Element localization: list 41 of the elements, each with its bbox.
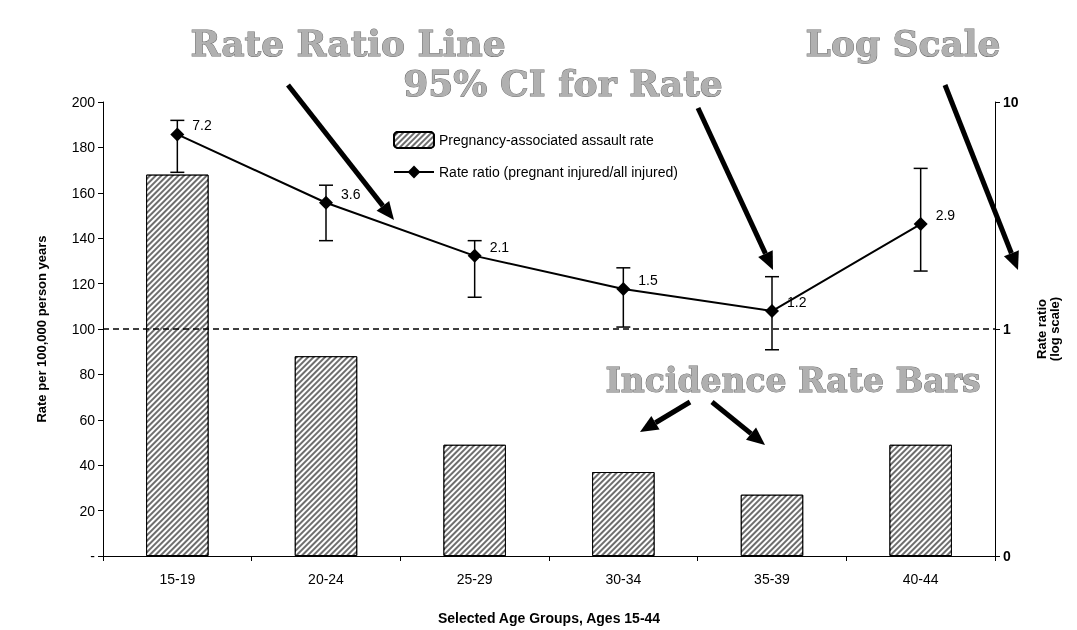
- x-tick-label: 30-34: [605, 571, 642, 587]
- data-label: 2.1: [489, 238, 510, 255]
- y-tick-label: 80: [79, 366, 96, 383]
- y2-tick-label: 10: [1003, 94, 1019, 110]
- y-tick-label: 180: [71, 139, 96, 156]
- y-tick-label: 40: [79, 457, 96, 474]
- y-tick-label: 160: [71, 184, 96, 201]
- data-label: 1.5: [638, 272, 659, 289]
- y-tick-label: 140: [71, 230, 96, 247]
- annotation: 95% CI for Rate: [403, 62, 723, 104]
- data-label: 7.2: [192, 117, 213, 134]
- x-tick-label: 15-19: [159, 571, 196, 587]
- y-tick-label: 60: [79, 411, 96, 428]
- x-tick-label: 35-39: [754, 571, 791, 587]
- y2-axis-title: Rate ratio (log scale): [1034, 296, 1062, 362]
- x-tick-label: 40-44: [902, 571, 939, 587]
- data-label: 1.2: [787, 294, 807, 311]
- point: [913, 217, 928, 232]
- y-tick-label: 200: [71, 94, 96, 110]
- x-tick-label: 25-29: [456, 571, 493, 587]
- point: [467, 248, 482, 263]
- y-axis-title: Rate per 100,000 person years: [34, 235, 49, 423]
- y-tick-label: 100: [71, 321, 96, 337]
- data-label: 3.6: [341, 185, 361, 202]
- data-label: 2.9: [935, 207, 956, 224]
- text: Rate Ratio Line: [190, 22, 506, 64]
- x-tick-label: 20-24: [308, 571, 345, 587]
- y-tick-label: -: [90, 548, 96, 564]
- legend-label: Rate ratio (pregnant injured/all injured): [439, 164, 678, 180]
- legend-label: Pregnancy-associated assault rate: [439, 132, 654, 148]
- y2-tick-label: 1: [1003, 321, 1011, 337]
- point: [765, 304, 779, 319]
- text: Log Scale: [805, 22, 1001, 64]
- annotation: Incidence Rate Bars: [605, 360, 981, 400]
- y-tick-label: 20: [79, 502, 96, 519]
- point: [170, 127, 185, 142]
- y2-tick-label: 0: [1003, 548, 1011, 564]
- y-tick-label: 120: [71, 275, 96, 292]
- point: [319, 195, 333, 210]
- x-axis-title: Selected Age Groups, Ages 15-44: [437, 610, 661, 626]
- point: [616, 282, 631, 297]
